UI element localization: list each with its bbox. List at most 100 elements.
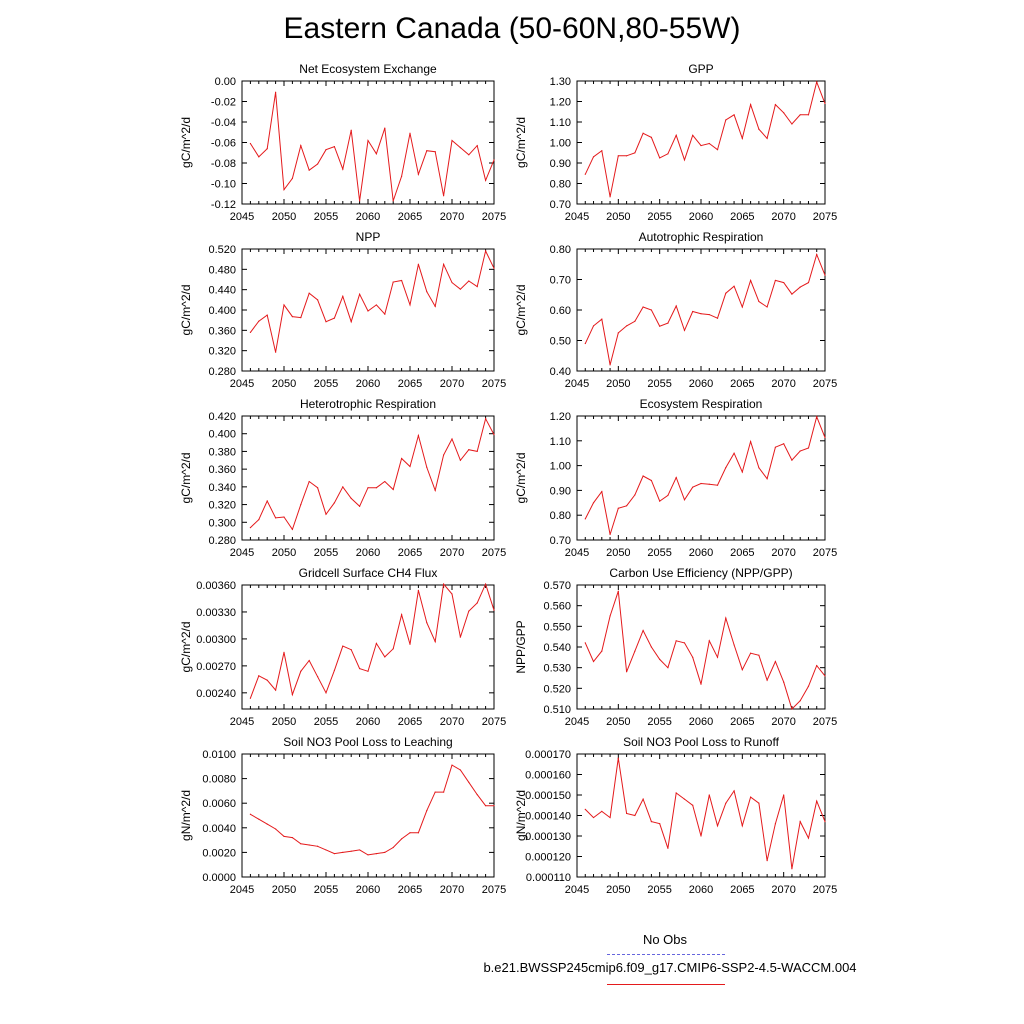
data-point (592, 325, 595, 327)
data-point (493, 434, 495, 436)
data-point (758, 128, 760, 130)
data-point (601, 650, 603, 652)
data-point (609, 615, 611, 617)
data-point (667, 494, 669, 496)
data-point (716, 656, 719, 658)
data-point (468, 610, 470, 612)
data-point (816, 81, 818, 83)
x-tick-label: 2060 (689, 884, 713, 896)
data-point (384, 656, 386, 658)
y-tick-label: 0.280 (208, 535, 236, 547)
data-point (584, 342, 586, 345)
x-tick-label: 2070 (440, 884, 464, 896)
data-point (708, 313, 710, 316)
data-point (384, 480, 386, 483)
data-point (350, 649, 352, 651)
data-point (642, 306, 644, 308)
y-tick-label: 0.480 (208, 264, 236, 276)
x-tick-label: 2065 (730, 716, 754, 728)
data-point (392, 846, 394, 849)
y-tick-label: 0.70 (550, 535, 571, 547)
x-tick-label: 2055 (647, 378, 671, 390)
data-point (683, 798, 686, 800)
panel-4: Heterotrophic Respiration gC/m^2/d 2045 205… (179, 397, 506, 559)
data-point (592, 502, 595, 504)
data-point (308, 292, 310, 294)
data-point (342, 645, 344, 647)
data-point (401, 457, 403, 460)
panel-title: Soil NO3 Pool Loss to Leaching (283, 735, 452, 749)
y-tick-label: 0.90 (550, 485, 571, 497)
data-point (266, 823, 268, 825)
data-point (659, 325, 661, 327)
x-tick-label: 2045 (565, 211, 589, 223)
data-point (750, 103, 752, 106)
panel-title: NPP (356, 230, 381, 244)
data-point (283, 835, 285, 838)
y-tick-label: 0.000170 (525, 749, 571, 761)
data-point (700, 313, 702, 315)
panel-title: Autotrophic Respiration (639, 230, 764, 244)
data-point (367, 854, 369, 856)
data-point (733, 114, 735, 116)
y-tick-label: 0.000110 (526, 872, 571, 884)
x-tick-label: 2050 (606, 547, 630, 559)
y-tick-label: 0.300 (208, 517, 236, 529)
data-point (824, 675, 826, 677)
data-point (609, 196, 611, 198)
x-tick-label: 2045 (230, 716, 254, 728)
data-point (300, 503, 302, 506)
y-tick-label: 1.20 (550, 97, 571, 109)
y-tick-label: 0.60 (550, 305, 571, 317)
data-point (359, 667, 361, 670)
data-point (325, 321, 327, 323)
x-tick-label: 2045 (230, 378, 254, 390)
data-point (443, 263, 445, 265)
data-point (468, 280, 470, 282)
panel-8: Soil NO3 Pool Loss to Leaching gN/m^2/d 20… (179, 735, 506, 896)
data-point (634, 320, 636, 322)
data-point (401, 614, 403, 616)
y-tick-label: 1.10 (550, 436, 571, 448)
data-point (733, 790, 735, 792)
data-point (485, 805, 487, 807)
data-point (650, 479, 653, 482)
data-point (741, 825, 743, 827)
y-tick-label: 0.340 (208, 482, 236, 494)
data-point (783, 681, 785, 683)
data-point (417, 434, 419, 437)
data-point (375, 304, 377, 306)
data-point (451, 764, 453, 766)
data-point (733, 644, 735, 646)
data-point (741, 137, 743, 139)
data-point (667, 847, 669, 849)
data-point (275, 517, 277, 519)
y-tick-label: 0.0000 (202, 872, 236, 884)
y-axis-label: gC/m^2/d (179, 622, 193, 673)
data-point (609, 364, 611, 366)
data-point (617, 155, 619, 157)
data-point (443, 454, 445, 456)
x-tick-label: 2060 (356, 211, 380, 223)
data-point (617, 757, 619, 759)
series-line (584, 80, 826, 197)
data-point (601, 150, 603, 152)
data-point (342, 295, 344, 297)
data-point (426, 809, 428, 812)
panel-title: Net Ecosystem Exchange (299, 62, 437, 76)
data-point (249, 142, 251, 145)
data-point (468, 154, 470, 156)
data-point (459, 459, 461, 461)
data-point (758, 802, 760, 804)
data-point (617, 590, 619, 592)
data-point (485, 583, 487, 585)
x-tick-label: 2065 (730, 547, 754, 559)
data-point (766, 137, 768, 139)
data-point (367, 670, 369, 672)
data-point (626, 325, 628, 327)
x-tick-label: 2065 (398, 378, 422, 390)
data-point (626, 812, 628, 815)
plot-frame (576, 753, 826, 878)
data-point (375, 487, 377, 489)
y-tick-label: 0.570 (543, 580, 571, 592)
